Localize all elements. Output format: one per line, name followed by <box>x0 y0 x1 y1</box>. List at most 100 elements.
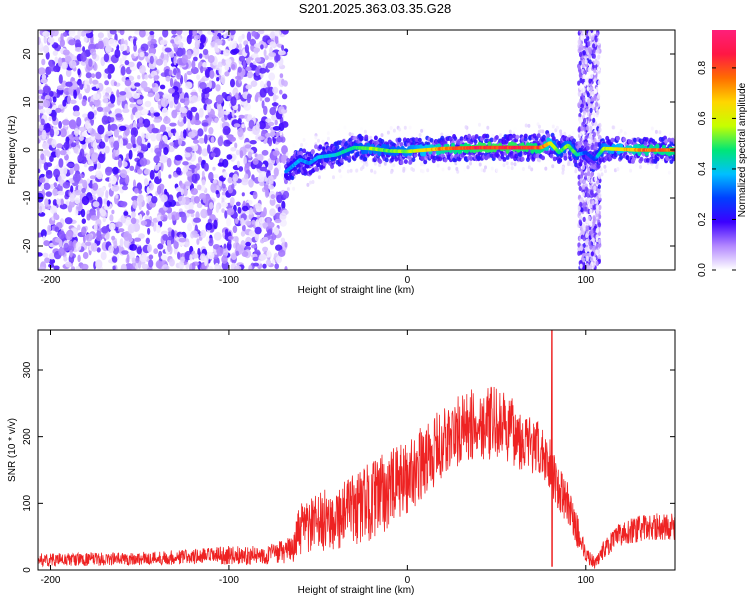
heatmap-cell <box>195 112 200 122</box>
heatmap-cell <box>70 80 79 90</box>
heatmap-cell <box>586 192 590 198</box>
heatmap-cell <box>284 266 288 270</box>
heatmap-cell <box>216 246 224 257</box>
heatmap-cell <box>173 240 179 250</box>
heatmap-cell <box>173 55 177 66</box>
heatmap-cell <box>510 166 514 171</box>
heatmap-cell <box>206 86 211 93</box>
heatmap-cell <box>48 252 56 260</box>
heatmap-cell <box>272 86 279 94</box>
heatmap-cell <box>195 163 200 171</box>
heatmap-cell <box>72 173 81 183</box>
heatmap-cell <box>546 133 551 138</box>
heatmap-cell <box>478 122 481 127</box>
heatmap-cell <box>149 30 155 36</box>
heatmap-cell <box>593 95 597 101</box>
heatmap-cell <box>588 78 592 84</box>
heatmap-cell <box>668 132 672 137</box>
heatmap-cell <box>617 131 621 136</box>
heatmap-cell <box>88 166 94 172</box>
heatmap-cell <box>585 255 589 262</box>
heatmap-cell <box>221 208 225 214</box>
heatmap-cell <box>249 62 254 69</box>
heatmap-cell <box>75 189 82 196</box>
heatmap-cell <box>132 92 140 99</box>
heatmap-cell <box>41 95 45 100</box>
heatmap-cell <box>93 223 98 232</box>
heatmap-cell <box>259 67 267 74</box>
heatmap-cell <box>478 162 482 167</box>
heatmap-cell <box>577 242 581 248</box>
heatmap-cell <box>290 175 295 181</box>
heatmap-cell <box>196 74 201 80</box>
heatmap-cell <box>275 255 282 264</box>
heatmap-cell <box>322 161 327 167</box>
heatmap-cell <box>114 108 122 115</box>
heatmap-cell <box>587 171 591 177</box>
heatmap-cell <box>639 156 644 162</box>
heatmap-cell <box>584 240 589 246</box>
heatmap-cell <box>179 98 186 104</box>
heatmap-cell <box>62 181 71 189</box>
heatmap-cell <box>238 35 243 44</box>
heatmap-cell <box>530 167 534 172</box>
heatmap-cell <box>105 166 112 176</box>
heatmap-cell <box>108 38 115 47</box>
heatmap-cell <box>486 153 491 159</box>
heatmap-cell <box>75 241 82 251</box>
heatmap-cell <box>65 261 72 268</box>
heatmap-cell <box>502 157 507 162</box>
heatmap-cell <box>173 94 179 105</box>
heatmap-cell <box>447 166 451 171</box>
heatmap-cell <box>44 257 51 264</box>
heatmap-cell <box>389 126 393 130</box>
heatmap-cell <box>268 121 275 127</box>
heatmap-cell <box>279 89 283 95</box>
heatmap-cell <box>580 197 584 203</box>
heatmap-cell <box>49 184 55 189</box>
heatmap-cell <box>257 30 265 35</box>
heatmap-cell <box>148 46 157 56</box>
heatmap-cell <box>589 209 593 215</box>
heatmap-cell <box>230 78 235 88</box>
heatmap-cell <box>225 58 232 66</box>
heatmap-cell <box>141 138 146 144</box>
heatmap-cell <box>591 35 595 41</box>
heatmap-cell <box>402 168 406 173</box>
heatmap-cell <box>221 58 225 64</box>
heatmap-cell <box>42 235 46 241</box>
heatmap-cell <box>616 167 620 172</box>
heatmap-cell <box>244 44 249 54</box>
heatmap-cell <box>82 46 86 53</box>
heatmap-cell <box>79 83 84 90</box>
heatmap-cell <box>108 245 114 254</box>
heatmap-cell <box>547 156 551 161</box>
heatmap-cell <box>204 257 208 267</box>
heatmap-cell <box>45 94 51 100</box>
heatmap-cell <box>189 254 193 261</box>
heatmap-cell <box>162 234 169 241</box>
heatmap-cell <box>508 135 513 141</box>
heatmap-cell <box>104 145 110 154</box>
heatmap-cell <box>590 256 594 262</box>
heatmap-cell <box>74 39 81 48</box>
heatmap-cell <box>222 110 230 115</box>
heatmap-cell <box>255 219 260 229</box>
heatmap-cell <box>527 123 531 128</box>
heatmap-cell <box>551 124 555 129</box>
heatmap-cell <box>148 259 154 268</box>
heatmap-cell <box>194 39 200 50</box>
heatmap-cell <box>413 163 417 168</box>
heatmap-cell <box>490 166 494 171</box>
heatmap-cell <box>436 163 440 168</box>
heatmap-cell <box>178 237 187 243</box>
heatmap-cell <box>137 75 141 80</box>
heatmap-cell <box>237 66 242 73</box>
heatmap-cell <box>198 156 202 163</box>
heatmap-cell <box>489 137 494 143</box>
heatmap-cell <box>41 73 47 81</box>
heatmap-cell <box>577 140 582 146</box>
heatmap-cell <box>49 90 54 97</box>
heatmap-cell <box>51 138 57 149</box>
heatmap-cell <box>385 144 390 150</box>
